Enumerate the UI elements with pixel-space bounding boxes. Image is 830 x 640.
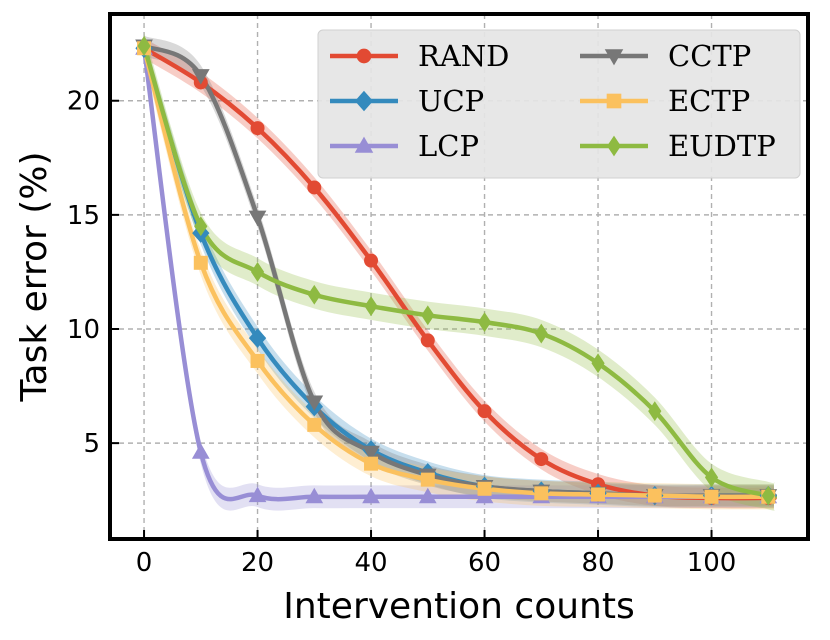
rand-point <box>420 333 435 348</box>
legend-label-eudtp: EUDTP <box>668 129 776 163</box>
rand-point <box>477 404 492 419</box>
cctp-point <box>191 69 210 85</box>
eudtp-point <box>250 262 265 282</box>
y-tick-label: 15 <box>67 201 100 231</box>
x-axis-label: Intervention counts <box>283 586 635 627</box>
eudtp-point <box>307 284 321 305</box>
ectp-point <box>250 353 265 368</box>
legend-entry-lcp: LCP <box>330 129 479 163</box>
lcp-band <box>144 36 775 511</box>
y-tick-label: 10 <box>67 315 100 345</box>
cctp-point <box>362 445 380 462</box>
ectp-point <box>420 472 435 487</box>
legend-label-cctp: CCTP <box>668 39 751 73</box>
ectp-point <box>364 456 379 471</box>
legend-marker-ucp <box>354 90 374 112</box>
legend: RAND UCP LCP CCTP ECTP EUDTP <box>317 29 801 179</box>
legend-box <box>317 29 801 179</box>
legend-marker-eudtp <box>607 135 621 157</box>
rand-point <box>364 253 379 268</box>
eudtp-point <box>761 485 775 506</box>
x-tick-label: 20 <box>241 548 274 578</box>
ectp-point <box>647 488 662 503</box>
lcp-point <box>191 443 210 459</box>
eudtp-point <box>704 467 719 488</box>
legend-entry-cctp: CCTP <box>580 39 751 73</box>
legend-marker-cctp <box>604 49 624 66</box>
legend-label-rand: RAND <box>418 39 509 73</box>
x-tick-label: 80 <box>581 548 614 578</box>
eudtp-point <box>477 312 492 333</box>
y-tick-label: 20 <box>67 87 100 117</box>
ectp-point <box>307 417 322 432</box>
cctp-point <box>305 395 324 412</box>
rand-point <box>534 452 549 467</box>
ectp-point <box>193 255 208 270</box>
legend-label-ectp: ECTP <box>668 84 750 118</box>
legend-entry-ucp: UCP <box>330 84 484 118</box>
eudtp-point <box>364 296 378 317</box>
ectp-line <box>141 47 777 500</box>
rand-point <box>250 121 265 136</box>
axis-ticks: 0 20 40 60 80 100 5 10 15 20 <box>67 87 736 578</box>
lcp-point <box>305 487 324 504</box>
ectp-point <box>534 486 549 501</box>
ucp-band <box>144 36 775 508</box>
legend-marker-ectp <box>606 93 622 109</box>
cctp-point <box>248 210 267 227</box>
x-tick-label: 100 <box>687 548 737 578</box>
y-tick-label: 5 <box>83 429 100 459</box>
legend-label-lcp: LCP <box>418 129 479 163</box>
x-tick-label: 60 <box>468 548 501 578</box>
plot-frame <box>108 12 810 541</box>
series-markers <box>135 36 778 506</box>
legend-entry-rand: RAND <box>330 39 509 73</box>
eudtp-band <box>144 32 775 511</box>
eudtp-point <box>137 36 151 56</box>
legend-entry-eudtp: EUDTP <box>580 129 776 163</box>
x-tick-label: 40 <box>354 548 387 578</box>
lcp-point <box>248 486 267 503</box>
legend-marker-lcp <box>354 136 374 153</box>
x-tick-label: 0 <box>136 548 153 578</box>
eudtp-point <box>534 323 548 344</box>
ectp-point <box>704 489 719 504</box>
ectp-point <box>477 481 492 496</box>
legend-label-ucp: UCP <box>418 84 484 118</box>
legend-marker-rand <box>356 48 372 64</box>
legend-entry-ectp: ECTP <box>580 84 750 118</box>
lcp-point <box>362 487 380 504</box>
ectp-point <box>591 487 606 502</box>
y-axis-label: Task error (%) <box>14 151 55 402</box>
eudtp-point <box>194 216 208 237</box>
eudtp-point <box>648 401 662 422</box>
eudtp-point <box>591 353 605 374</box>
lcp-point <box>418 487 437 504</box>
ucp-point <box>248 328 267 348</box>
eudtp-point <box>421 305 435 326</box>
rand-point <box>307 180 322 195</box>
eudtp-line <box>141 45 777 500</box>
